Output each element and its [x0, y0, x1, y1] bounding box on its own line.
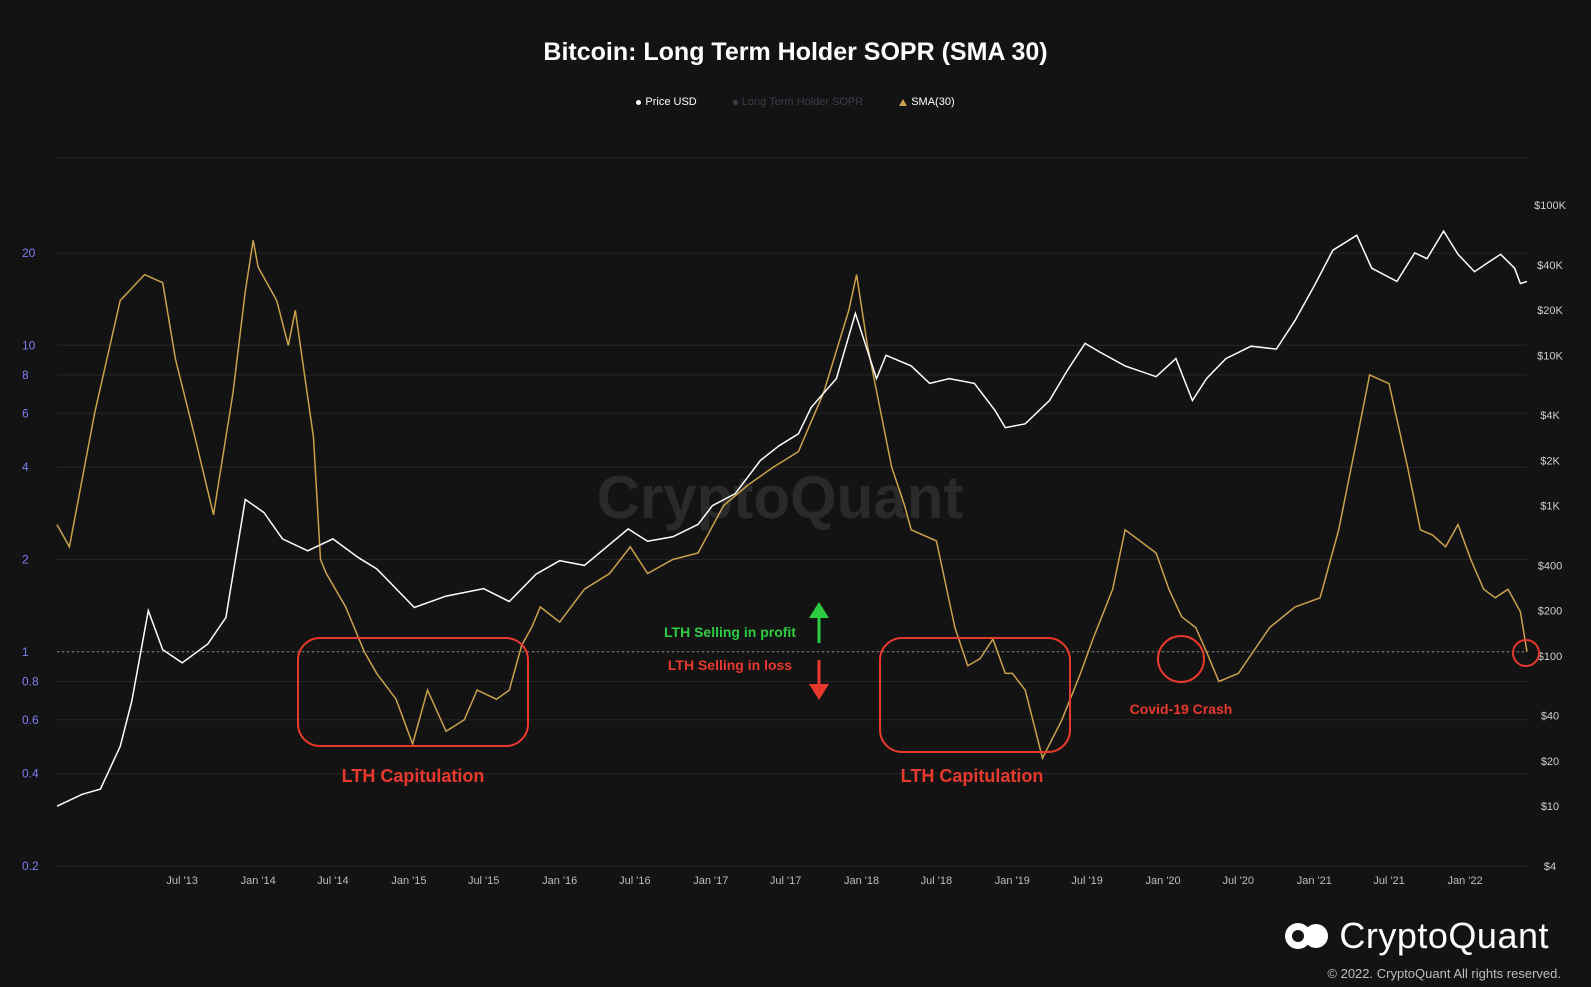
left-tick-label: 0.6	[22, 713, 39, 727]
right-tick-label: $40K	[1537, 260, 1563, 272]
right-tick-label: $200	[1538, 606, 1562, 618]
loss-label: LTH Selling in loss	[668, 657, 792, 673]
right-tick-label: $10	[1541, 801, 1559, 813]
left-tick-label: 0.8	[22, 674, 39, 688]
left-tick-label: 8	[22, 368, 29, 382]
x-tick-label: Jul '17	[770, 875, 801, 887]
x-tick-label: Jul '13	[166, 875, 197, 887]
legend: Price USD Long Term Holder SOPR SMA(30)	[0, 96, 1591, 108]
x-tick-label: Jul '15	[468, 875, 499, 887]
x-tick-label: Jan '20	[1146, 875, 1181, 887]
arrow-up-icon	[809, 602, 829, 643]
x-tick-label: Jul '16	[619, 875, 650, 887]
left-tick-label: 6	[22, 406, 29, 420]
capitulation-label-1: LTH Capitulation	[342, 766, 485, 786]
right-axis: $4 $10 $20 $40 $100 $200 $400 $1K $2K $4K $10K $20K…	[1534, 200, 1566, 873]
x-tick-label: Jan '21	[1297, 875, 1332, 887]
x-tick-label: Jan '15	[391, 875, 426, 887]
left-tick-label: 10	[22, 338, 36, 352]
right-tick-label: $4	[1544, 861, 1556, 873]
series-line-price	[56, 229, 1528, 807]
legend-triangle-icon	[899, 98, 908, 106]
x-tick-label: Jan '22	[1447, 875, 1482, 887]
right-tick-label: $40	[1541, 711, 1559, 723]
legend-label-sma30: SMA(30)	[911, 96, 955, 108]
brand-logo: CryptoQuant	[1283, 915, 1549, 957]
left-tick-label: 20	[22, 246, 36, 260]
right-tick-label: $1K	[1540, 501, 1560, 513]
chart-title: Bitcoin: Long Term Holder SOPR (SMA 30)	[543, 38, 1048, 66]
capitulation-box-1	[297, 637, 529, 747]
legend-item-price[interactable]: Price USD	[636, 96, 697, 108]
x-tick-label: Jan '17	[693, 875, 728, 887]
left-tick-label: 2	[22, 553, 29, 567]
legend-dot-icon	[732, 99, 738, 105]
capitulation-label-2: LTH Capitulation	[901, 766, 1044, 786]
right-tick-label: $4K	[1540, 410, 1560, 422]
covid-circle	[1157, 635, 1205, 683]
profit-label: LTH Selling in profit	[664, 624, 796, 640]
current-circle	[1512, 639, 1540, 667]
left-tick-label: 0.4	[22, 767, 39, 781]
right-tick-label: $2K	[1540, 455, 1560, 467]
x-tick-label: Jul '21	[1373, 875, 1404, 887]
series-line-sma30	[56, 240, 1528, 761]
x-axis: Jul '13 Jan '14 Jul '14 Jan '15 Jul '15 Jan '…	[166, 875, 1482, 887]
legend-item-sma30[interactable]: SMA(30)	[899, 96, 955, 108]
left-tick-label: 0.2	[22, 859, 39, 873]
right-tick-label: $100	[1538, 651, 1562, 663]
legend-item-lth-sopr[interactable]: Long Term Holder SOPR	[732, 96, 864, 108]
capitulation-box-2	[879, 637, 1071, 753]
x-tick-label: Jan '19	[995, 875, 1030, 887]
left-axis: 0.2 0.4 0.6 0.8 1 2 4 6 8 10 20	[22, 246, 39, 873]
legend-label-lth-sopr: Long Term Holder SOPR	[741, 96, 864, 108]
covid-label: Covid-19 Crash	[1130, 701, 1233, 717]
copyright: © 2022. CryptoQuant All rights reserved.	[1327, 966, 1561, 981]
arrow-down-icon	[809, 660, 829, 700]
x-tick-label: Jul '14	[317, 875, 348, 887]
x-tick-label: Jul '20	[1223, 875, 1254, 887]
left-tick-label: 1	[22, 645, 29, 659]
x-tick-label: Jul '18	[921, 875, 952, 887]
x-tick-label: Jan '16	[542, 875, 577, 887]
right-tick-label: $20	[1541, 756, 1559, 768]
brand-name: CryptoQuant	[1339, 915, 1549, 956]
x-tick-label: Jul '19	[1071, 875, 1102, 887]
x-tick-label: Jan '18	[844, 875, 879, 887]
legend-label-price: Price USD	[645, 96, 697, 108]
legend-dot-icon	[636, 99, 642, 105]
right-tick-label: $100K	[1534, 200, 1566, 212]
left-tick-label: 4	[22, 460, 29, 474]
x-tick-label: Jan '14	[241, 875, 276, 887]
right-tick-label: $10K	[1537, 350, 1563, 362]
cryptoquant-logo-icon	[1285, 923, 1329, 949]
right-tick-label: $20K	[1537, 305, 1563, 317]
right-tick-label: $400	[1538, 560, 1562, 572]
